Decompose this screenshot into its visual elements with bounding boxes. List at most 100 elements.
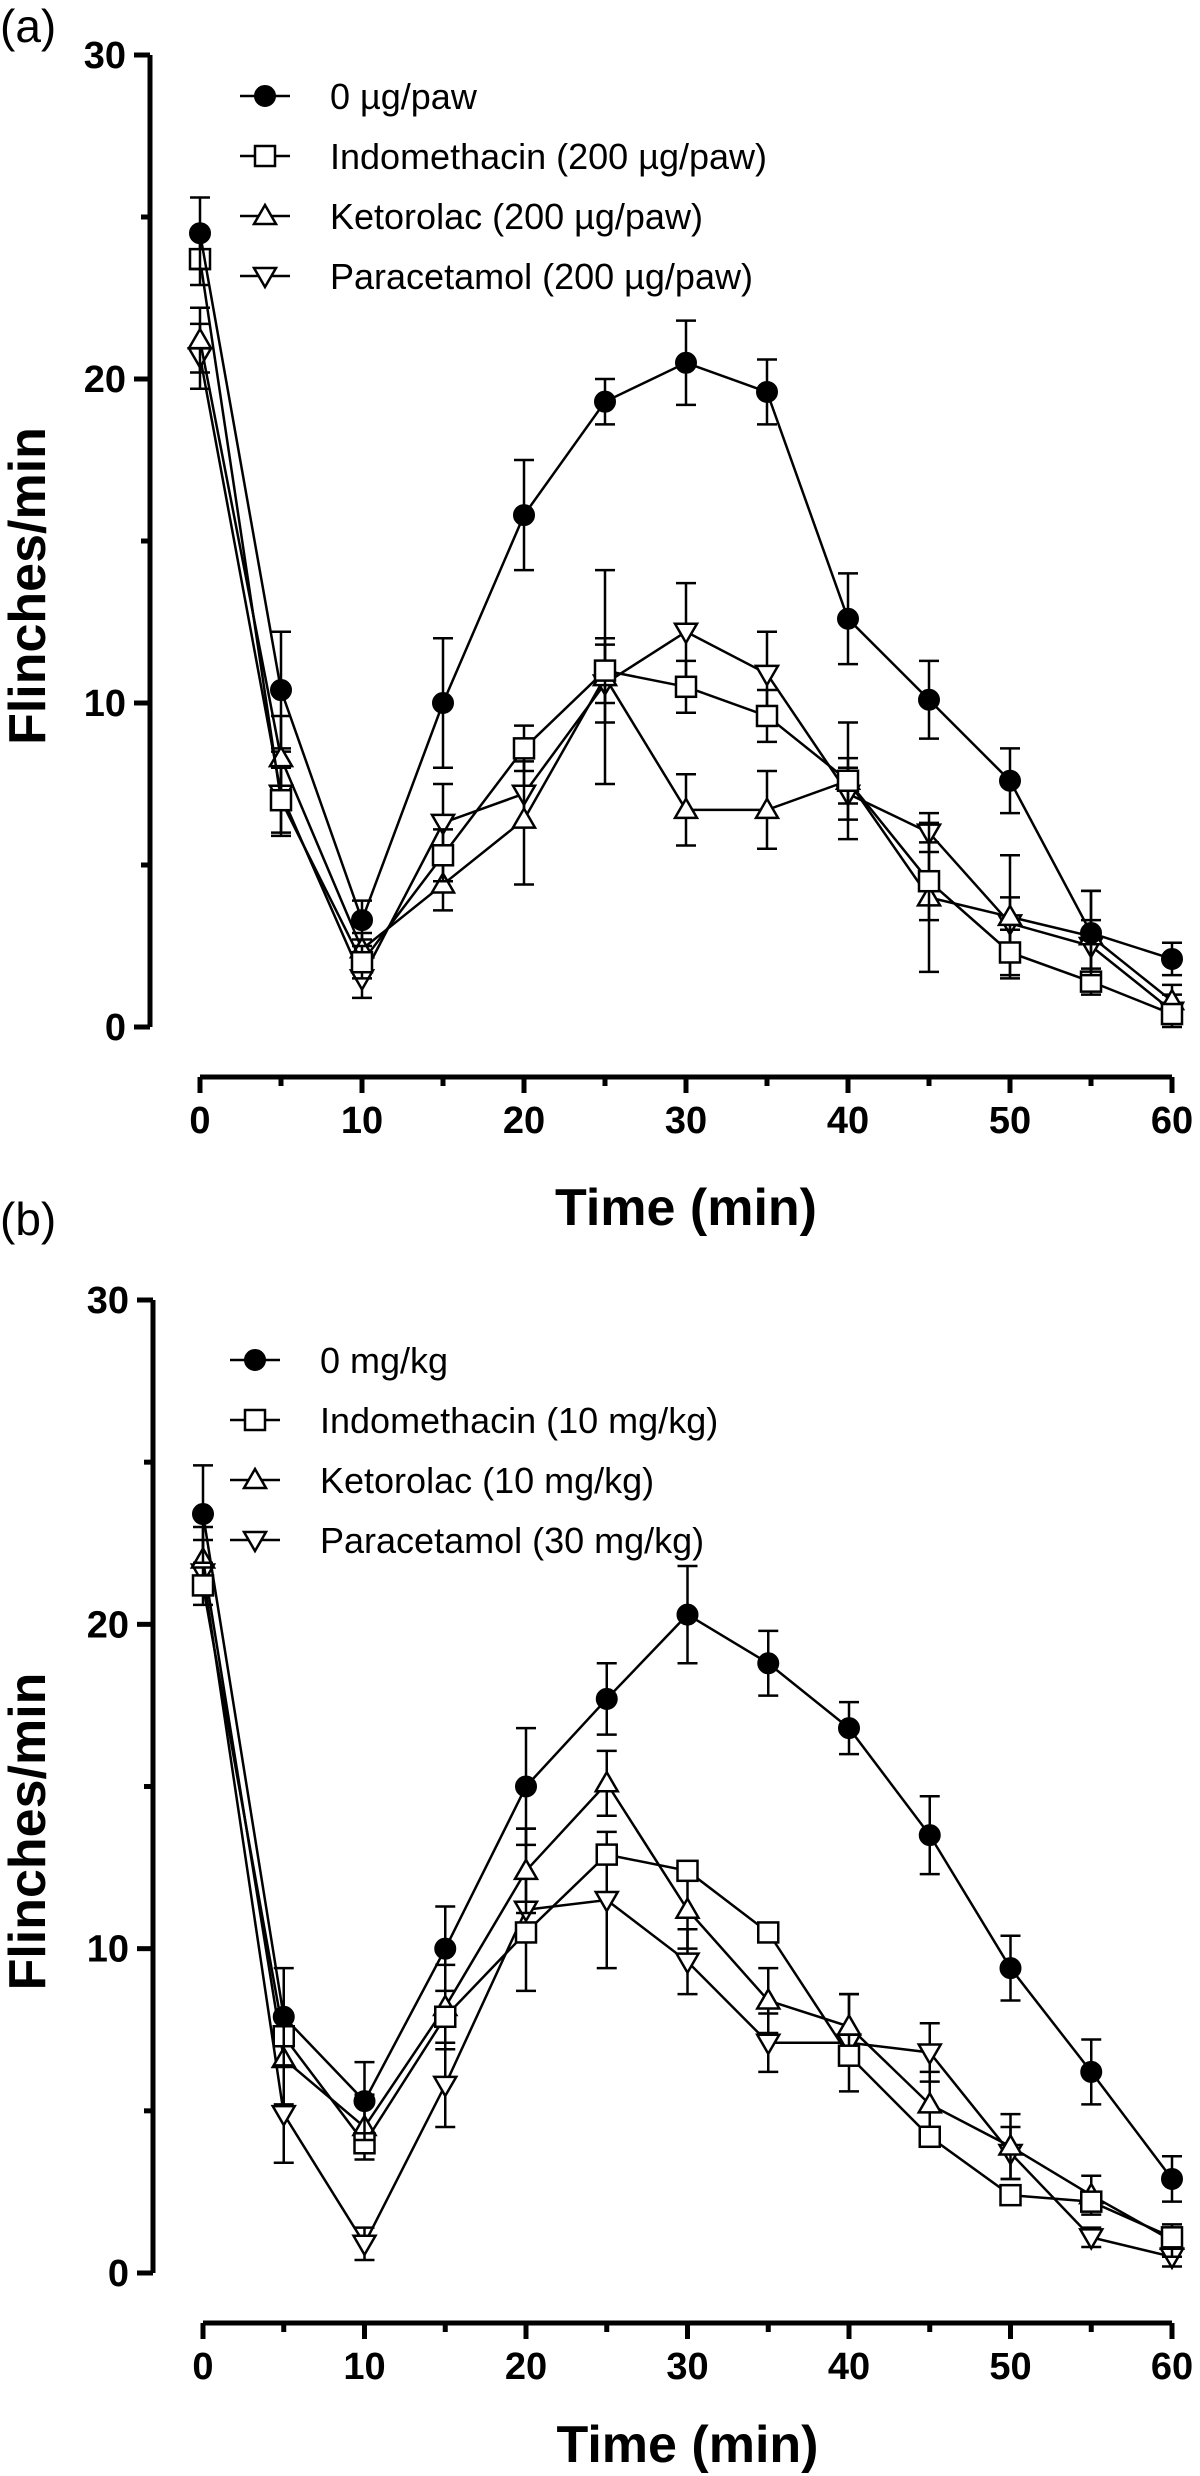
data-point <box>270 2104 297 2128</box>
legend-marker <box>243 1408 267 1432</box>
data-point <box>593 1890 620 1914</box>
data-point <box>675 351 697 374</box>
data-point <box>1161 947 1183 970</box>
data-point <box>836 769 860 793</box>
data-point <box>672 796 700 820</box>
series-indomethacin-200-g-paw <box>188 231 1184 1026</box>
legend-item-ketorolac-200-g-paw: Ketorolac (200 µg/paw) <box>240 196 703 237</box>
data-point <box>753 796 781 820</box>
data-point <box>998 941 1022 964</box>
legend-item-indomethacin-10-mg-kg: Indomethacin (10 mg/kg) <box>230 1400 718 1441</box>
data-point <box>1080 2060 1103 2083</box>
x-tick-label: 40 <box>828 2346 870 2388</box>
data-point <box>351 909 373 932</box>
x-tick-label: 50 <box>989 2346 1031 2388</box>
x-axis-title: Time (min) <box>557 2416 819 2474</box>
legend-label: Indomethacin (200 µg/paw) <box>330 136 767 177</box>
y-tick-label: 20 <box>87 1604 129 1646</box>
data-point <box>510 806 538 829</box>
legend: 0 µg/paw Indomethacin (200 µg/paw) Ketorol… <box>240 76 767 297</box>
legend: 0 mg/kg Indomethacin (10 mg/kg) Ketorolac … <box>230 1340 718 1561</box>
data-point <box>186 326 214 350</box>
data-point <box>757 1652 780 1675</box>
y-tick-label: 30 <box>87 1280 129 1322</box>
data-point <box>434 1937 457 1960</box>
data-point <box>351 2234 378 2258</box>
data-point <box>753 664 781 688</box>
data-point <box>594 390 616 413</box>
data-point <box>350 950 374 974</box>
data-point <box>1161 2167 1183 2190</box>
y-axis-title: Flinches/min <box>0 427 57 745</box>
data-point <box>674 675 698 699</box>
data-point <box>918 1824 941 1847</box>
y-tick-label: 20 <box>84 359 126 401</box>
x-tick-label: 20 <box>505 2346 547 2388</box>
legend-marker <box>251 202 279 226</box>
data-point <box>917 869 941 893</box>
data-point <box>996 903 1024 927</box>
data-point <box>434 2005 457 2029</box>
y-tick-label: 30 <box>84 35 126 77</box>
data-point <box>999 2183 1022 2207</box>
data-point <box>191 1574 215 1597</box>
data-point <box>270 679 292 702</box>
y-tick-label: 10 <box>87 1929 129 1971</box>
data-point <box>676 1603 699 1626</box>
data-point <box>918 688 940 711</box>
legend-item-paracetamol-200-g-paw: Paracetamol (200 µg/paw) <box>240 256 753 297</box>
legend-marker <box>251 266 279 290</box>
data-point <box>755 2033 782 2057</box>
data-point <box>269 788 293 812</box>
data-point <box>755 704 779 728</box>
legend-label: Paracetamol (200 µg/paw) <box>330 256 753 297</box>
data-point <box>272 2005 295 2028</box>
series-indomethacin-10-mg-kg <box>191 1574 1184 2249</box>
legend-label: Paracetamol (30 mg/kg) <box>320 1520 704 1561</box>
legend-marker <box>244 1349 266 1371</box>
data-point <box>672 622 700 646</box>
legend-label: Ketorolac (10 mg/kg) <box>320 1460 654 1501</box>
legend-label: 0 mg/kg <box>320 1340 448 1381</box>
legend-item-paracetamol-30-mg-kg: Paracetamol (30 mg/kg) <box>230 1520 704 1561</box>
y-tick-label: 10 <box>84 683 126 725</box>
data-point <box>918 2125 941 2149</box>
data-point <box>837 607 859 630</box>
data-point <box>431 844 455 867</box>
data-point <box>999 769 1021 792</box>
x-tick-label: 0 <box>192 2346 213 2388</box>
data-point <box>674 1896 701 1919</box>
data-point <box>1160 2226 1184 2249</box>
data-point <box>916 2090 943 2114</box>
legend-item-indomethacin-200-g-paw: Indomethacin (200 µg/paw) <box>240 136 767 177</box>
panel-label: (a) <box>0 0 56 52</box>
data-point <box>997 2133 1024 2156</box>
chart-panel-b: (b) 0 10 20 30 0 10 20 30 40 50 60 Time (min) Flinche… <box>0 1193 1193 2474</box>
data-point <box>432 2075 459 2099</box>
data-point <box>595 1687 618 1710</box>
x-tick-label: 20 <box>503 1100 545 1142</box>
data-point <box>189 222 211 245</box>
data-point <box>429 813 457 837</box>
y-axis-title: Flinches/min <box>0 1673 57 1991</box>
data-point <box>1080 922 1102 945</box>
data-point <box>513 504 535 527</box>
x-tick-label: 10 <box>341 1100 383 1142</box>
data-point <box>1080 2190 1103 2213</box>
data-point <box>353 2090 376 2113</box>
data-point <box>756 380 778 403</box>
legend-item-0-g-paw: 0 µg/paw <box>240 76 478 117</box>
data-point <box>916 2043 943 2066</box>
x-tick-label: 30 <box>665 1100 707 1142</box>
data-point <box>515 1775 537 1798</box>
legend-label: Indomethacin (10 mg/kg) <box>320 1400 718 1441</box>
data-point <box>1160 1002 1184 1026</box>
data-point <box>514 1921 538 1944</box>
legend-marker <box>253 144 277 168</box>
y-tick-label: 0 <box>108 2253 129 2295</box>
panel-label: (b) <box>0 1193 56 1245</box>
legend-marker <box>241 1466 269 1490</box>
x-tick-label: 60 <box>1151 1100 1193 1142</box>
data-point <box>595 1843 618 1866</box>
x-tick-label: 30 <box>666 2346 708 2388</box>
